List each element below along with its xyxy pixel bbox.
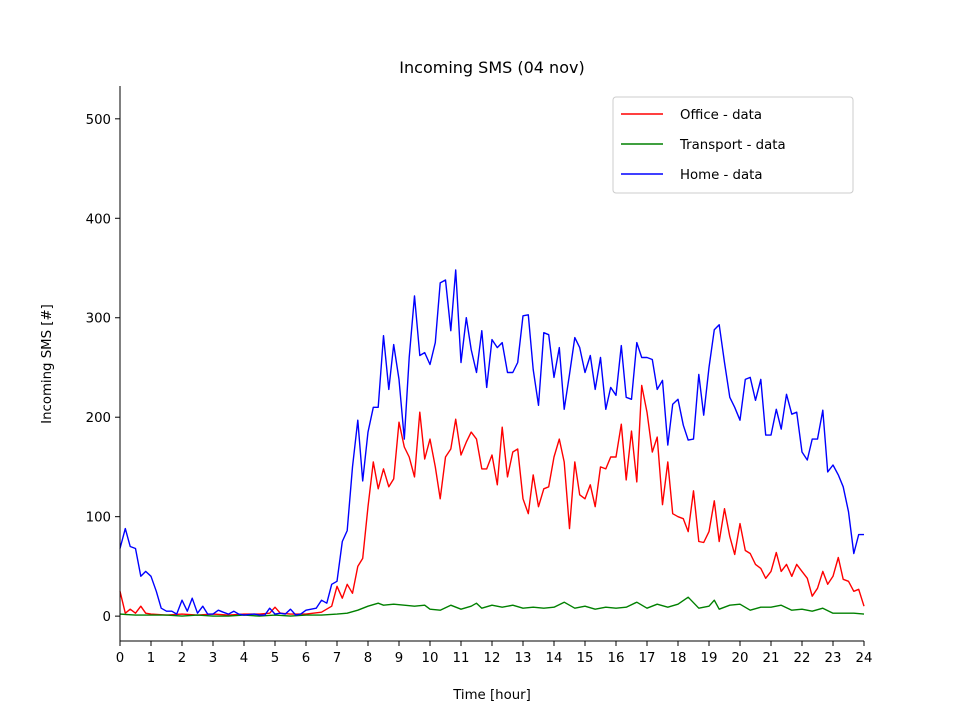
legend-label-office: Office - data [680,108,762,123]
series-line-transport [119,596,865,617]
x-axis-label: Time [hour] [452,688,531,703]
x-tick-label: 6 [302,651,310,666]
x-tick-label: 1 [147,651,155,666]
series-line-home [119,269,864,616]
x-tick-label: 21 [763,651,780,666]
x-tick-label: 23 [825,651,842,666]
series-lines [119,269,865,617]
plot-area: 0 1 2 3 4 5 6 7 8 9 10 11 12 13 14 15 16 17 18 19 20 21 22 23 24… [86,86,873,666]
x-tick-label: 4 [240,651,248,666]
y-tick-label: 0 [103,610,111,625]
x-tick-label: 3 [209,651,217,666]
x-tick-label: 13 [515,651,532,666]
x-tick-label: 15 [577,651,594,666]
y-tick-label: 500 [86,113,111,128]
x-tick-label: 24 [856,651,873,666]
series-line-office [119,384,865,616]
x-tick-label: 2 [178,651,186,666]
legend: Office - data Transport - data Home - data [612,96,854,194]
legend-entries: Office - data Transport - data Home - data [621,108,786,183]
x-tick-label: 18 [670,651,687,666]
y-tick-label: 400 [86,212,111,227]
x-tick-label: 14 [546,651,563,666]
x-ticks: 0 1 2 3 4 5 6 7 8 9 10 11 12 13 14 15 16 17 18 19 20 21 22 23 24 [116,641,873,666]
x-tick-label: 12 [484,651,501,666]
legend-label-transport: Transport - data [679,138,786,153]
x-tick-label: 17 [639,651,656,666]
x-tick-label: 5 [271,651,279,666]
x-tick-label: 22 [794,651,811,666]
legend-label-home: Home - data [680,168,762,183]
x-tick-label: 8 [364,651,372,666]
x-tick-label: 11 [453,651,470,666]
y-ticks: 0 100 200 300 400 500 [86,113,120,625]
legend-box [612,96,854,194]
x-tick-label: 0 [116,651,124,666]
x-tick-label: 20 [732,651,749,666]
y-axis-label: Incoming SMS [#] [40,304,55,424]
x-tick-label: 19 [701,651,718,666]
y-tick-label: 100 [86,511,111,526]
x-tick-label: 9 [395,651,403,666]
x-tick-label: 16 [608,651,625,666]
x-tick-label: 7 [333,651,341,666]
x-tick-label: 10 [422,651,439,666]
chart-title: Incoming SMS (04 nov) [399,58,584,77]
y-tick-label: 300 [86,312,111,327]
y-tick-label: 200 [86,411,111,426]
